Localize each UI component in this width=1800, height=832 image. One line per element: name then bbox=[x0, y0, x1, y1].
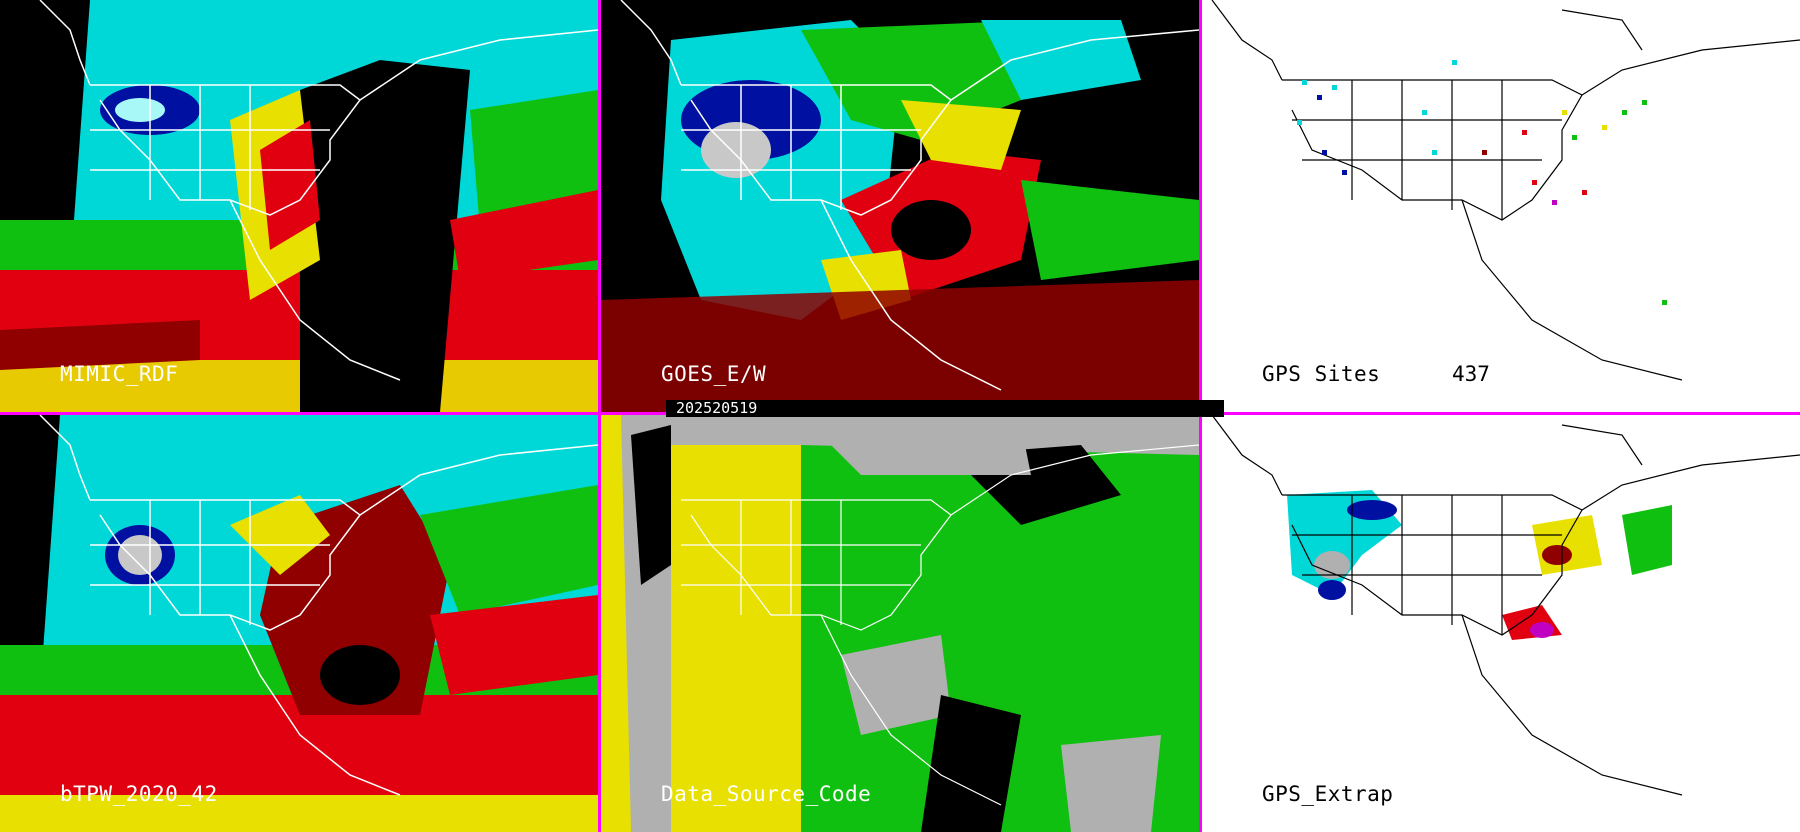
goes-ew-map bbox=[601, 0, 1199, 412]
mimic-rdf-map bbox=[0, 0, 598, 412]
panel-label-mimic-rdf: MIMIC_RDF bbox=[60, 362, 179, 386]
panel-gps-extrap: GPS_Extrap bbox=[1202, 415, 1800, 832]
data-source-map bbox=[601, 415, 1199, 832]
panel-label-btpw: bTPW_2020_42 bbox=[60, 782, 218, 806]
gps-site-count: 437 bbox=[1452, 362, 1490, 386]
date-label: 202520519 bbox=[676, 399, 758, 417]
panel-goes-ew: GOES_E/W bbox=[601, 0, 1199, 412]
panel-label-gps-extrap: GPS_Extrap bbox=[1262, 782, 1394, 806]
panel-gps-sites: GPS Sites 437 bbox=[1202, 0, 1800, 412]
panel-data-source-code: Data_Source_Code bbox=[601, 415, 1199, 832]
panel-mimic-rdf: MIMIC_RDF bbox=[0, 0, 598, 412]
panel-label-data-source-code: Data_Source_Code bbox=[661, 782, 872, 806]
panel-btpw: bTPW_2020_42 bbox=[0, 415, 598, 832]
panel-label-gps-sites: GPS Sites bbox=[1262, 362, 1381, 386]
btpw-map bbox=[0, 415, 598, 832]
gps-sites-map bbox=[1202, 0, 1800, 412]
panel-label-goes-ew: GOES_E/W bbox=[661, 362, 767, 386]
gps-site-markers bbox=[1297, 60, 1667, 305]
gps-extrap-map bbox=[1202, 415, 1800, 832]
date-bar: 202520519 bbox=[666, 400, 1224, 417]
separator-left bbox=[598, 0, 601, 832]
